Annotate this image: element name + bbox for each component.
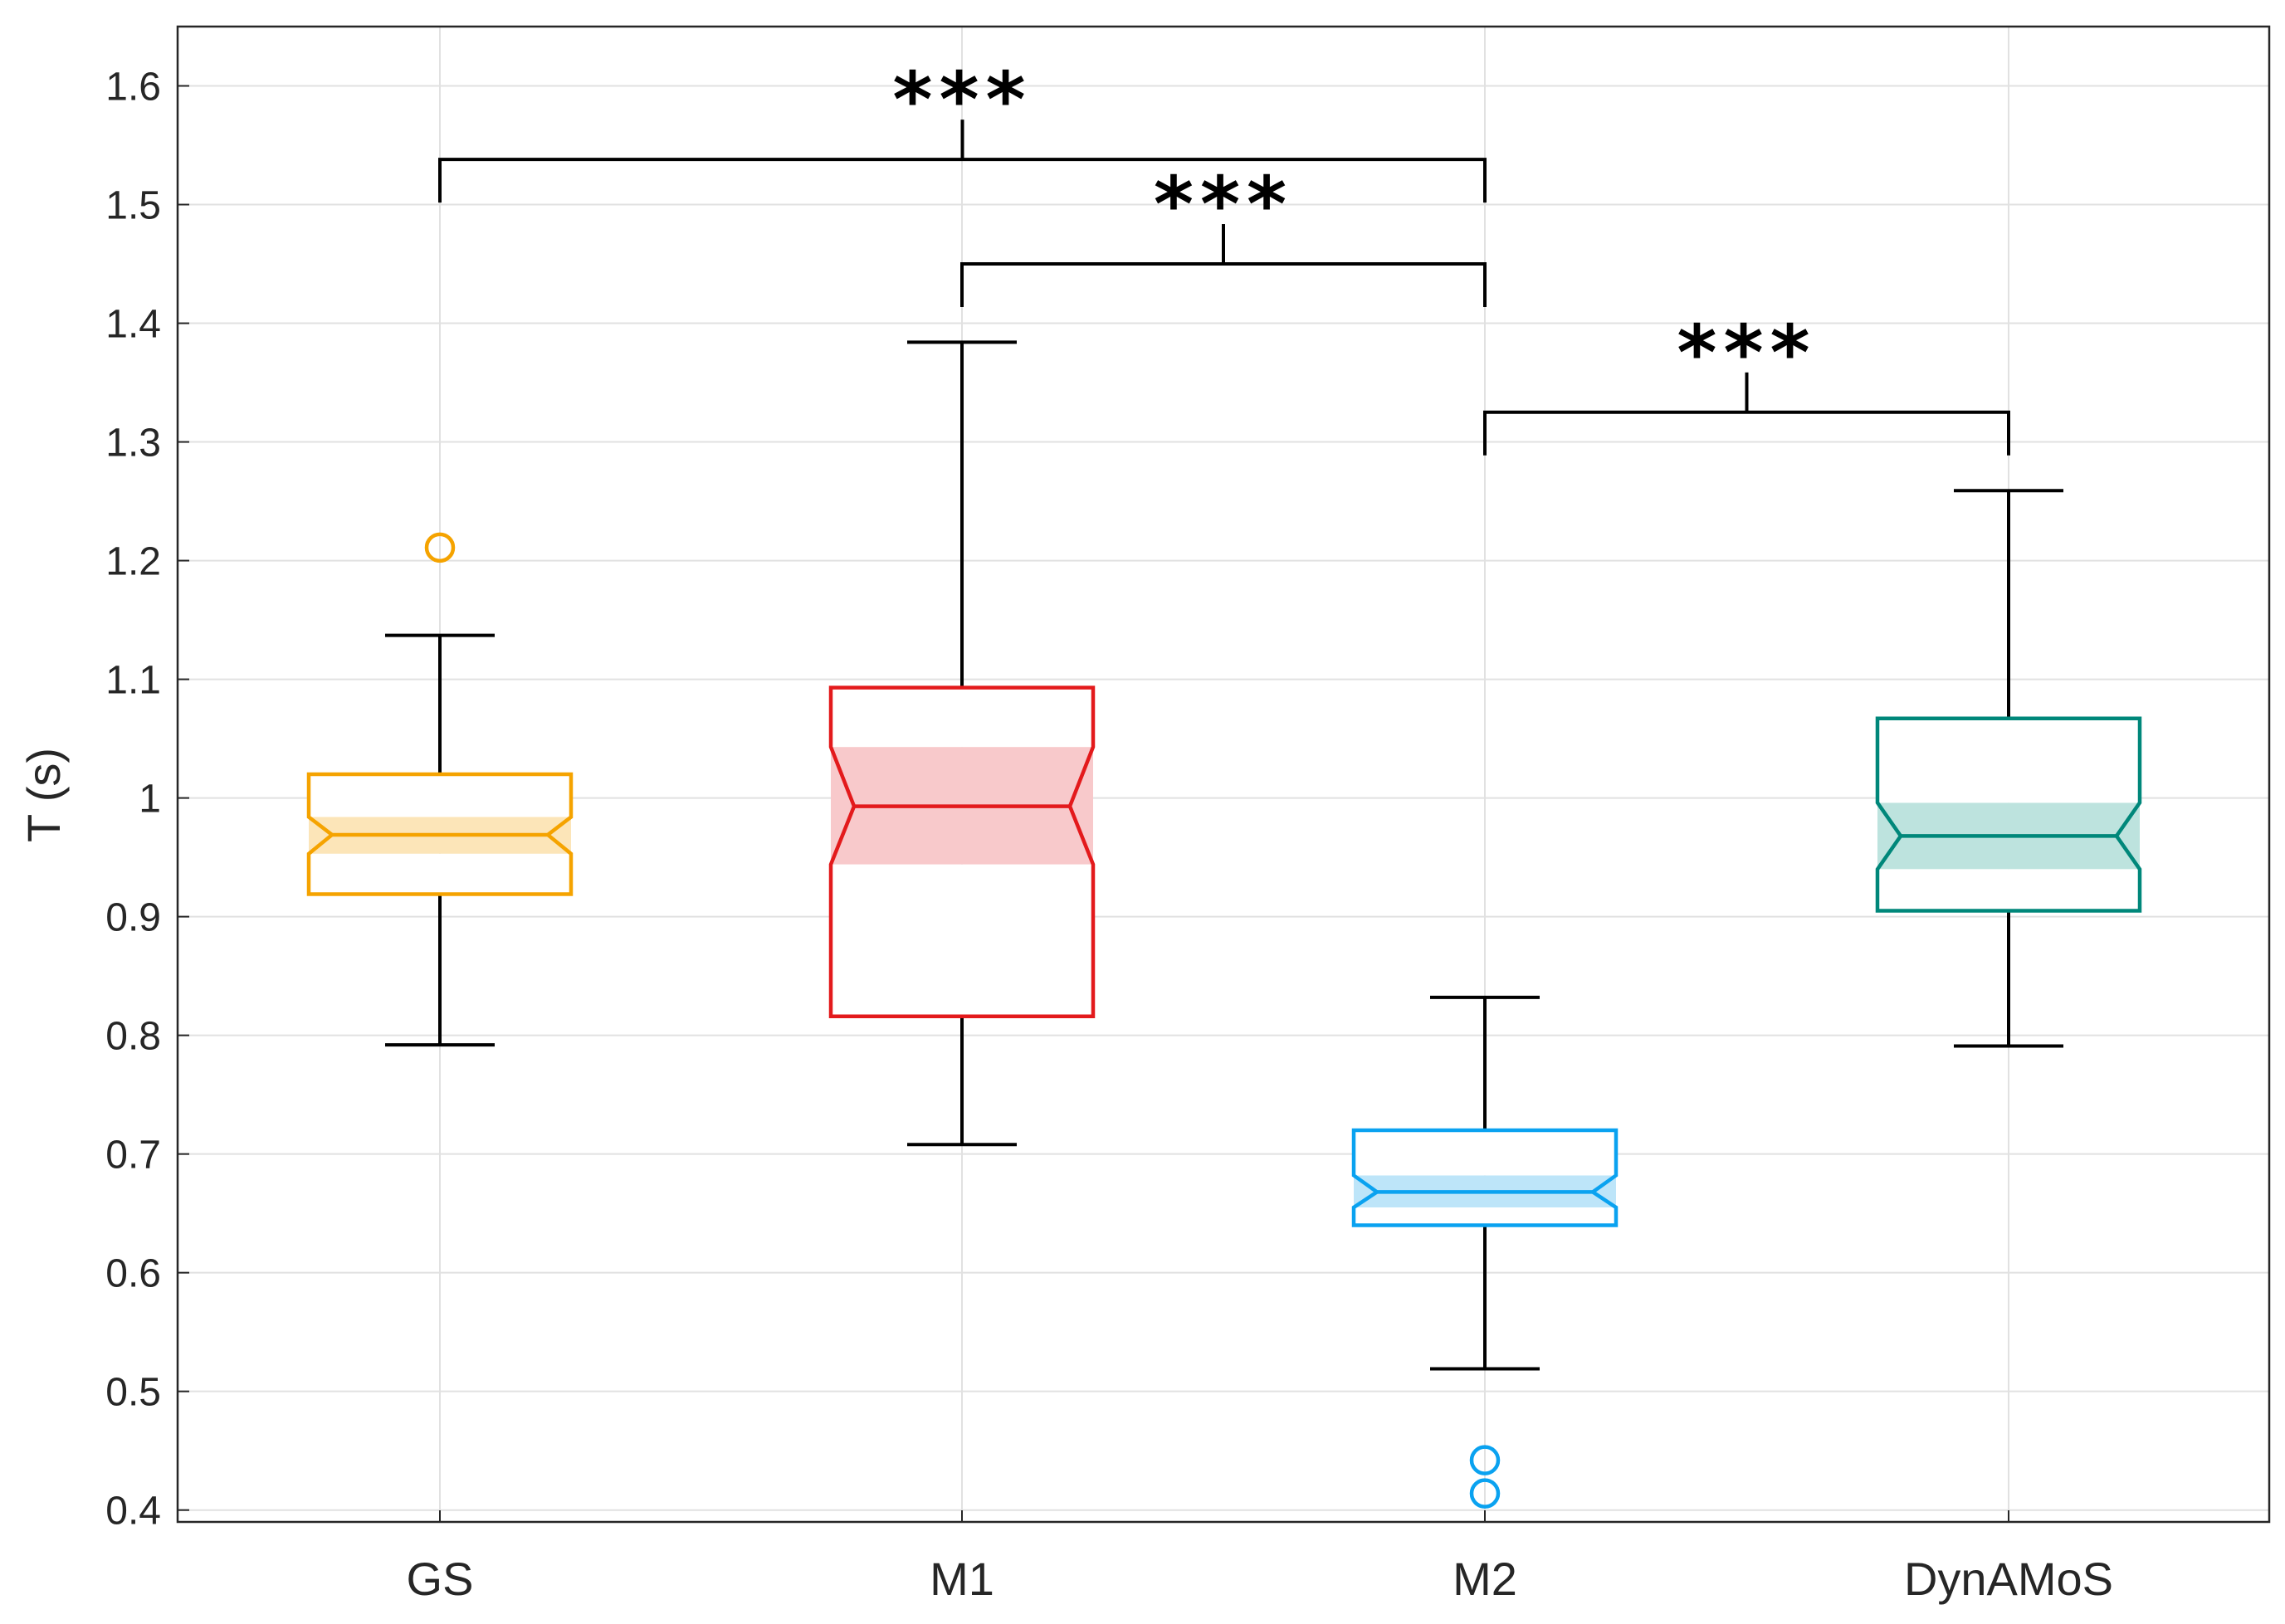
box-fill-upper <box>1877 718 2140 803</box>
significance-label: *** <box>892 56 1032 144</box>
x-tick-label: GS <box>407 1553 474 1605</box>
box-gs <box>306 532 574 1047</box>
x-tick-label: DynAMoS <box>1904 1553 2113 1605</box>
significance-label: *** <box>1154 160 1293 249</box>
significance-bracket <box>960 262 1487 308</box>
box-fill-lower <box>309 853 571 895</box>
y-tick-label: 0.9 <box>105 896 161 940</box>
outlier-point <box>1469 1478 1501 1509</box>
y-tick-label: 0.8 <box>105 1015 161 1059</box>
box-outline <box>306 772 574 896</box>
axes-frame <box>176 25 2271 1524</box>
box-dynamos <box>1875 489 2142 1048</box>
y-tick-label: 0.5 <box>105 1371 161 1415</box>
y-tick-label: 1 <box>139 778 161 822</box>
box-fill-lower <box>1877 869 2140 911</box>
box-fill-upper <box>1354 1130 1616 1176</box>
y-tick-label: 1.2 <box>105 540 161 584</box>
box-fill-upper <box>309 774 571 817</box>
box-fill-upper <box>831 687 1093 748</box>
significance-m1-m2: *** <box>960 160 1487 308</box>
box-outline <box>828 685 1096 1019</box>
significance-label: *** <box>1677 309 1816 397</box>
significance-bracket <box>1483 410 2010 456</box>
y-tick-label: 1.4 <box>105 303 161 347</box>
box-m1 <box>828 340 1096 1147</box>
significance-brackets: *** *** *** <box>438 56 2010 456</box>
x-tick-label: M1 <box>930 1553 994 1605</box>
box-fill-lower <box>831 864 1093 1017</box>
x-tick-label: M2 <box>1453 1553 1517 1605</box>
axes-layer: 0.4 0.5 0.6 0.7 0.8 0.9 1 1.1 1.2 1.3 1.4 1.5 1.6 GS M… <box>105 25 2271 1605</box>
y-tick-label: 1.1 <box>105 659 161 703</box>
significance-bracket <box>438 158 1487 203</box>
significance-gs-m2: *** <box>438 56 1487 203</box>
box-outline <box>1351 1128 1619 1227</box>
outlier-point <box>424 532 456 563</box>
box-outline <box>1875 716 2142 913</box>
y-tick-label: 0.7 <box>105 1134 161 1178</box>
y-tick-label: 1.3 <box>105 422 161 466</box>
boxes-layer <box>306 340 2142 1509</box>
y-tick-label: 0.4 <box>105 1490 161 1534</box>
box-m2 <box>1351 995 1619 1509</box>
y-tick-label: 1.6 <box>105 66 161 110</box>
y-tick-label: 1.5 <box>105 184 161 228</box>
y-tick-label: 0.6 <box>105 1252 161 1296</box>
box-fill-lower <box>1354 1207 1616 1226</box>
y-axis-title: T (s) <box>17 748 70 842</box>
significance-m2-dynamos: *** <box>1483 309 2010 456</box>
outlier-point <box>1469 1445 1501 1475</box>
